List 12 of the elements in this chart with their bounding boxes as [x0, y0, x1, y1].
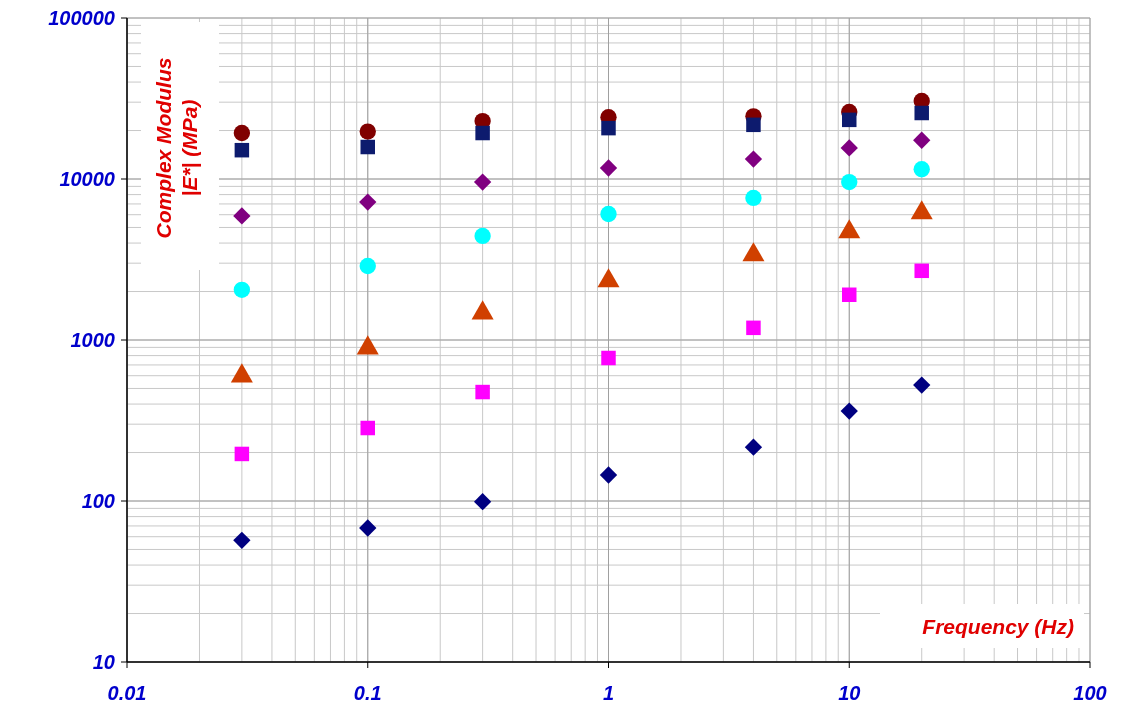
x-axis-title: Frequency (Hz)	[922, 615, 1075, 638]
x-tick-label: 10	[838, 682, 861, 704]
y-tick-label: 10000	[59, 168, 115, 190]
y-tick-label: 100	[81, 490, 115, 512]
x-tick-label: 100	[1073, 682, 1107, 704]
y-tick-label: 10	[92, 651, 115, 673]
y-axis-title: Complex Modulus |E*| (MPa)	[152, 57, 201, 239]
x-tick-label: 1	[602, 682, 615, 704]
y-tick-label: 100000	[48, 7, 115, 29]
x-tick-label: 0.01	[107, 682, 147, 704]
x-tick-label: 0.1	[353, 682, 382, 704]
y-tick-label: 1000	[70, 329, 115, 351]
